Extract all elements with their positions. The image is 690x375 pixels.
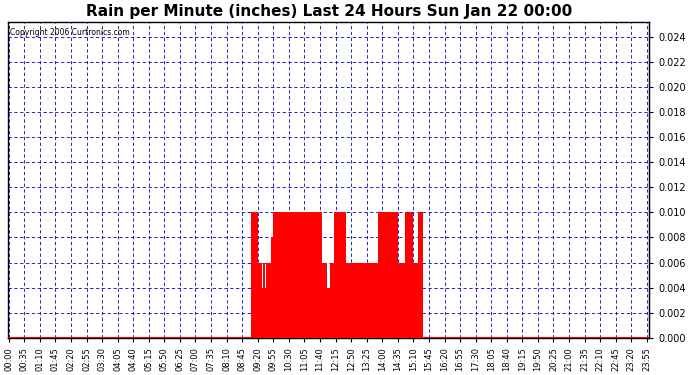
Title: Rain per Minute (inches) Last 24 Hours Sun Jan 22 00:00: Rain per Minute (inches) Last 24 Hours S… <box>86 4 572 19</box>
Text: Copyright 2006 Curtronics.com: Copyright 2006 Curtronics.com <box>10 28 129 37</box>
